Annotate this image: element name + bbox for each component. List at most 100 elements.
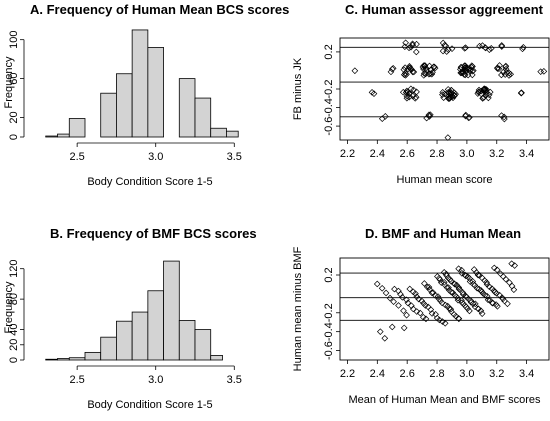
- histogram-bar: [210, 355, 223, 361]
- data-point: [391, 285, 398, 293]
- data-point: [419, 313, 427, 321]
- data-point: [388, 323, 396, 331]
- data-point: [407, 85, 415, 93]
- data-point: [498, 43, 506, 50]
- data-point: [443, 272, 450, 279]
- data-point: [493, 266, 501, 274]
- data-point: [499, 295, 507, 303]
- data-point: [463, 293, 470, 301]
- data-point: [464, 305, 471, 312]
- data-point: [446, 305, 453, 313]
- data-point: [441, 90, 449, 98]
- data-point: [426, 70, 434, 78]
- data-point: [461, 44, 469, 52]
- data-point: [351, 67, 359, 75]
- data-point: [510, 286, 518, 294]
- x-tick-label: 3.0: [148, 151, 163, 163]
- data-point: [400, 324, 408, 332]
- y-axis-label: FB minus JK: [292, 57, 304, 120]
- data-point: [448, 86, 455, 94]
- y-tick-label: -0.6: [323, 117, 335, 136]
- data-point: [382, 289, 390, 297]
- y-tick-label: 120: [8, 260, 20, 278]
- histogram-bar: [57, 358, 70, 361]
- scatter-d: 2.2 2.4 2.6 2.8 3.0 3.2 3.4 -0.6-0.4-0.2 0.2 Mean…: [292, 246, 550, 406]
- data-point: [422, 65, 430, 72]
- data-point: [435, 274, 443, 282]
- data-point: [504, 300, 511, 308]
- data-point: [424, 283, 431, 291]
- histogram-bar: [100, 92, 117, 138]
- data-point: [447, 288, 455, 296]
- histogram-bar: [45, 135, 58, 138]
- data-point: [496, 291, 503, 299]
- data-point: [370, 90, 378, 97]
- data-point: [494, 65, 501, 72]
- data-point: [501, 115, 508, 123]
- data-point: [406, 285, 414, 293]
- data-point: [488, 285, 496, 293]
- y-tick-label: 20: [8, 111, 20, 123]
- data-point: [422, 315, 430, 323]
- data-point: [429, 289, 437, 297]
- data-point: [404, 88, 412, 96]
- data-point: [441, 41, 448, 49]
- data-point: [439, 318, 446, 325]
- histogram-bar: [147, 47, 164, 138]
- x-tick-label: 3.5: [227, 151, 242, 163]
- data-point: [409, 40, 416, 48]
- chart-panel-b: B. Frequency of BMF BCS scores 2.5 3.0 3.5…: [0, 210, 275, 421]
- data-point: [409, 41, 416, 49]
- data-point: [483, 281, 491, 288]
- data-point: [494, 302, 501, 310]
- y-tick-label: 20: [8, 339, 20, 351]
- data-point: [498, 42, 506, 49]
- data-point: [409, 68, 417, 76]
- x-tick-label: 2.2: [340, 148, 355, 160]
- data-point: [450, 311, 458, 318]
- data-point: [416, 309, 424, 317]
- plot-frame: [339, 257, 550, 361]
- data-point: [506, 279, 513, 286]
- x-tick-label: 2.6: [400, 148, 415, 160]
- chart-panel-a: A. Frequency of Human Mean BCS scores 2.…: [0, 0, 289, 210]
- data-point: [478, 310, 486, 317]
- data-point: [502, 275, 510, 283]
- data-point: [511, 262, 518, 269]
- y-tick-label: 0.2: [323, 267, 335, 282]
- data-point: [482, 91, 490, 99]
- data-point: [412, 48, 420, 56]
- data-point: [428, 70, 436, 78]
- data-point: [500, 113, 508, 121]
- data-point: [455, 315, 463, 323]
- data-point: [386, 294, 394, 302]
- histogram-bar: [84, 351, 102, 361]
- data-point: [412, 290, 419, 297]
- data-point: [455, 265, 462, 273]
- data-point: [422, 302, 429, 309]
- y-tick-label: 60: [8, 72, 20, 84]
- data-point: [435, 295, 443, 303]
- x-axis-label: Mean of Human Mean and BMF scores: [349, 394, 541, 406]
- histogram-bar: [178, 78, 196, 138]
- chart-title-b: B. Frequency of BMF BCS scores: [50, 226, 257, 241]
- data-point: [445, 95, 452, 102]
- x-tick-label: 2.2: [340, 368, 355, 380]
- y-axis-label: Human mean minus BMF: [292, 246, 304, 371]
- data-point: [455, 284, 463, 291]
- data-point: [405, 44, 413, 52]
- data-point: [493, 289, 500, 297]
- data-point: [387, 68, 395, 76]
- data-point: [444, 274, 452, 282]
- data-point: [412, 93, 420, 101]
- data-point: [397, 290, 404, 298]
- x-tick-label: 3.5: [227, 374, 242, 386]
- data-point: [520, 44, 527, 51]
- x-tick-label: 2.5: [69, 374, 84, 386]
- chart-title-d: D. BMF and Human Mean: [365, 226, 522, 241]
- data-point: [433, 314, 441, 322]
- data-point: [373, 280, 381, 288]
- x-tick-label: 3.0: [459, 368, 474, 380]
- data-point: [388, 65, 396, 73]
- y-tick-label: 0: [8, 134, 20, 140]
